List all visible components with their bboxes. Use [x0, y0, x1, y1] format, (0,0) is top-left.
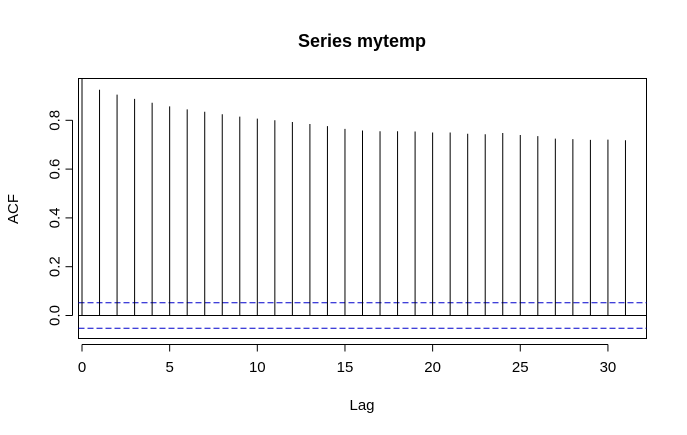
- y-axis-label: ACF: [5, 194, 22, 224]
- x-tick-label: 0: [78, 359, 86, 376]
- y-tick-label: 0.4: [47, 207, 64, 228]
- x-tick-label: 15: [337, 359, 354, 376]
- x-tick-label: 20: [424, 359, 441, 376]
- y-tick-label: 0.2: [47, 256, 64, 277]
- x-axis: 0 5 10 15 20 25 30: [78, 344, 617, 376]
- x-tick-label: 10: [249, 359, 266, 376]
- plot-area-frame: [78, 78, 647, 339]
- y-axis: 0.0 0.2 0.4 0.6 0.8: [47, 110, 73, 326]
- x-tick-label: 25: [512, 359, 529, 376]
- chart-title: Series mytemp: [298, 31, 426, 51]
- y-tick-label: 0.6: [47, 159, 64, 180]
- acf-bars: [78, 78, 647, 329]
- y-tick-label: 0.0: [47, 305, 64, 326]
- y-tick-label: 0.8: [47, 110, 64, 131]
- x-tick-label: 30: [600, 359, 617, 376]
- x-axis-label: Lag: [349, 397, 374, 414]
- x-tick-label: 5: [165, 359, 173, 376]
